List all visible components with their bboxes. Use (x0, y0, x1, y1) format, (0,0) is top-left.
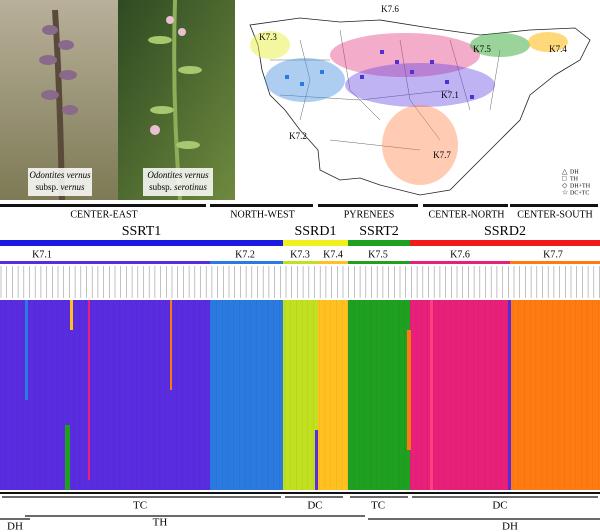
legend-symbol: △ (562, 168, 568, 176)
cluster-label: K7.2 (235, 249, 255, 260)
group-bar (283, 240, 348, 246)
map (249, 17, 591, 196)
cluster-bar (318, 261, 348, 264)
map-legend: △ DH□ TH◇ DH+TH☆ DC+TC (562, 168, 591, 197)
structure-block (348, 300, 410, 490)
annotation: TH (153, 517, 168, 529)
caption: subsp. vernus (35, 182, 85, 192)
cluster-bar (348, 261, 410, 264)
cluster-label: K7.3 (290, 249, 310, 260)
legend-symbol: □ (562, 175, 567, 183)
admixture-streak (170, 300, 172, 390)
cluster-bar (510, 261, 600, 264)
structure-block (0, 300, 210, 490)
region-label: NORTH-WEST (230, 209, 294, 220)
structure-block (510, 300, 600, 490)
caption: Odontites vernus (147, 170, 209, 180)
group-label: SSRD1 (294, 224, 336, 239)
baseline (0, 492, 600, 494)
structure-block (283, 300, 318, 490)
group-bar (410, 240, 600, 246)
annotation: TC (133, 500, 147, 512)
map-label: K7.4 (549, 44, 567, 54)
admixture-streak (430, 300, 433, 490)
caption: Odontites vernus (29, 170, 91, 180)
region-bar (210, 204, 313, 207)
group-label: SSRT2 (359, 224, 399, 239)
map-label: K7.5 (473, 44, 491, 54)
flowers (150, 16, 186, 135)
annotation: TC (371, 500, 385, 512)
cluster-label: K7.6 (450, 249, 470, 260)
admixture-streak (88, 300, 90, 480)
annotation: DH (7, 521, 23, 532)
caption-box (28, 168, 92, 196)
flowers (39, 25, 78, 115)
leaves (148, 36, 202, 149)
region-bar (423, 204, 508, 207)
legend-label: DC+TC (570, 190, 589, 196)
admixture-streak (70, 300, 73, 330)
cluster-bar (283, 261, 318, 264)
legend-label: DH (570, 169, 579, 175)
group-label: SSRT1 (122, 224, 162, 239)
cluster-label: K7.7 (543, 249, 563, 260)
admixture-streak (315, 430, 318, 490)
region-bar (318, 204, 418, 207)
cluster-label: K7.5 (368, 249, 388, 260)
region-label: CENTER-EAST (70, 209, 137, 220)
map-label: K7.6 (381, 4, 399, 14)
region-bar (0, 204, 206, 207)
map-label: K7.3 (259, 32, 277, 42)
structure-block (210, 300, 283, 490)
cluster-bar (210, 261, 283, 264)
region-label: CENTER-NORTH (428, 209, 504, 220)
structure-panel: CENTER-EAST NORTH-WEST PYRENEES CENTER-NORT… (0, 204, 600, 532)
caption: subsp. serotinus (149, 182, 207, 192)
legend-label: TH (570, 176, 579, 182)
cluster-bar (0, 261, 210, 264)
admixture-streak (25, 300, 28, 400)
group-bar (0, 240, 283, 246)
admixture-streak (508, 300, 511, 490)
legend-symbol: ◇ (562, 182, 568, 190)
region-bar (510, 204, 598, 207)
group-bar (348, 240, 410, 246)
map-label: K7.7 (433, 150, 451, 160)
admixture-streak (65, 425, 70, 490)
group-label: SSRD2 (484, 224, 526, 239)
map-label: K7.1 (441, 90, 459, 100)
structure-block (410, 300, 510, 490)
map-label: K7.2 (289, 131, 307, 141)
annotation: DH (502, 521, 518, 532)
annotation: DC (492, 500, 507, 512)
admixture-streak (407, 330, 411, 450)
region-label: PYRENEES (344, 209, 395, 220)
structure-block (318, 300, 348, 490)
cluster-label: K7.1 (32, 249, 52, 260)
cluster-label: K7.4 (323, 249, 343, 260)
caption-box (143, 168, 213, 196)
legend-symbol: ☆ (562, 189, 568, 197)
annotation: DC (307, 500, 322, 512)
region-label: CENTER-SOUTH (517, 209, 593, 220)
cluster-bar (410, 261, 510, 264)
legend-label: DH+TH (570, 183, 591, 189)
